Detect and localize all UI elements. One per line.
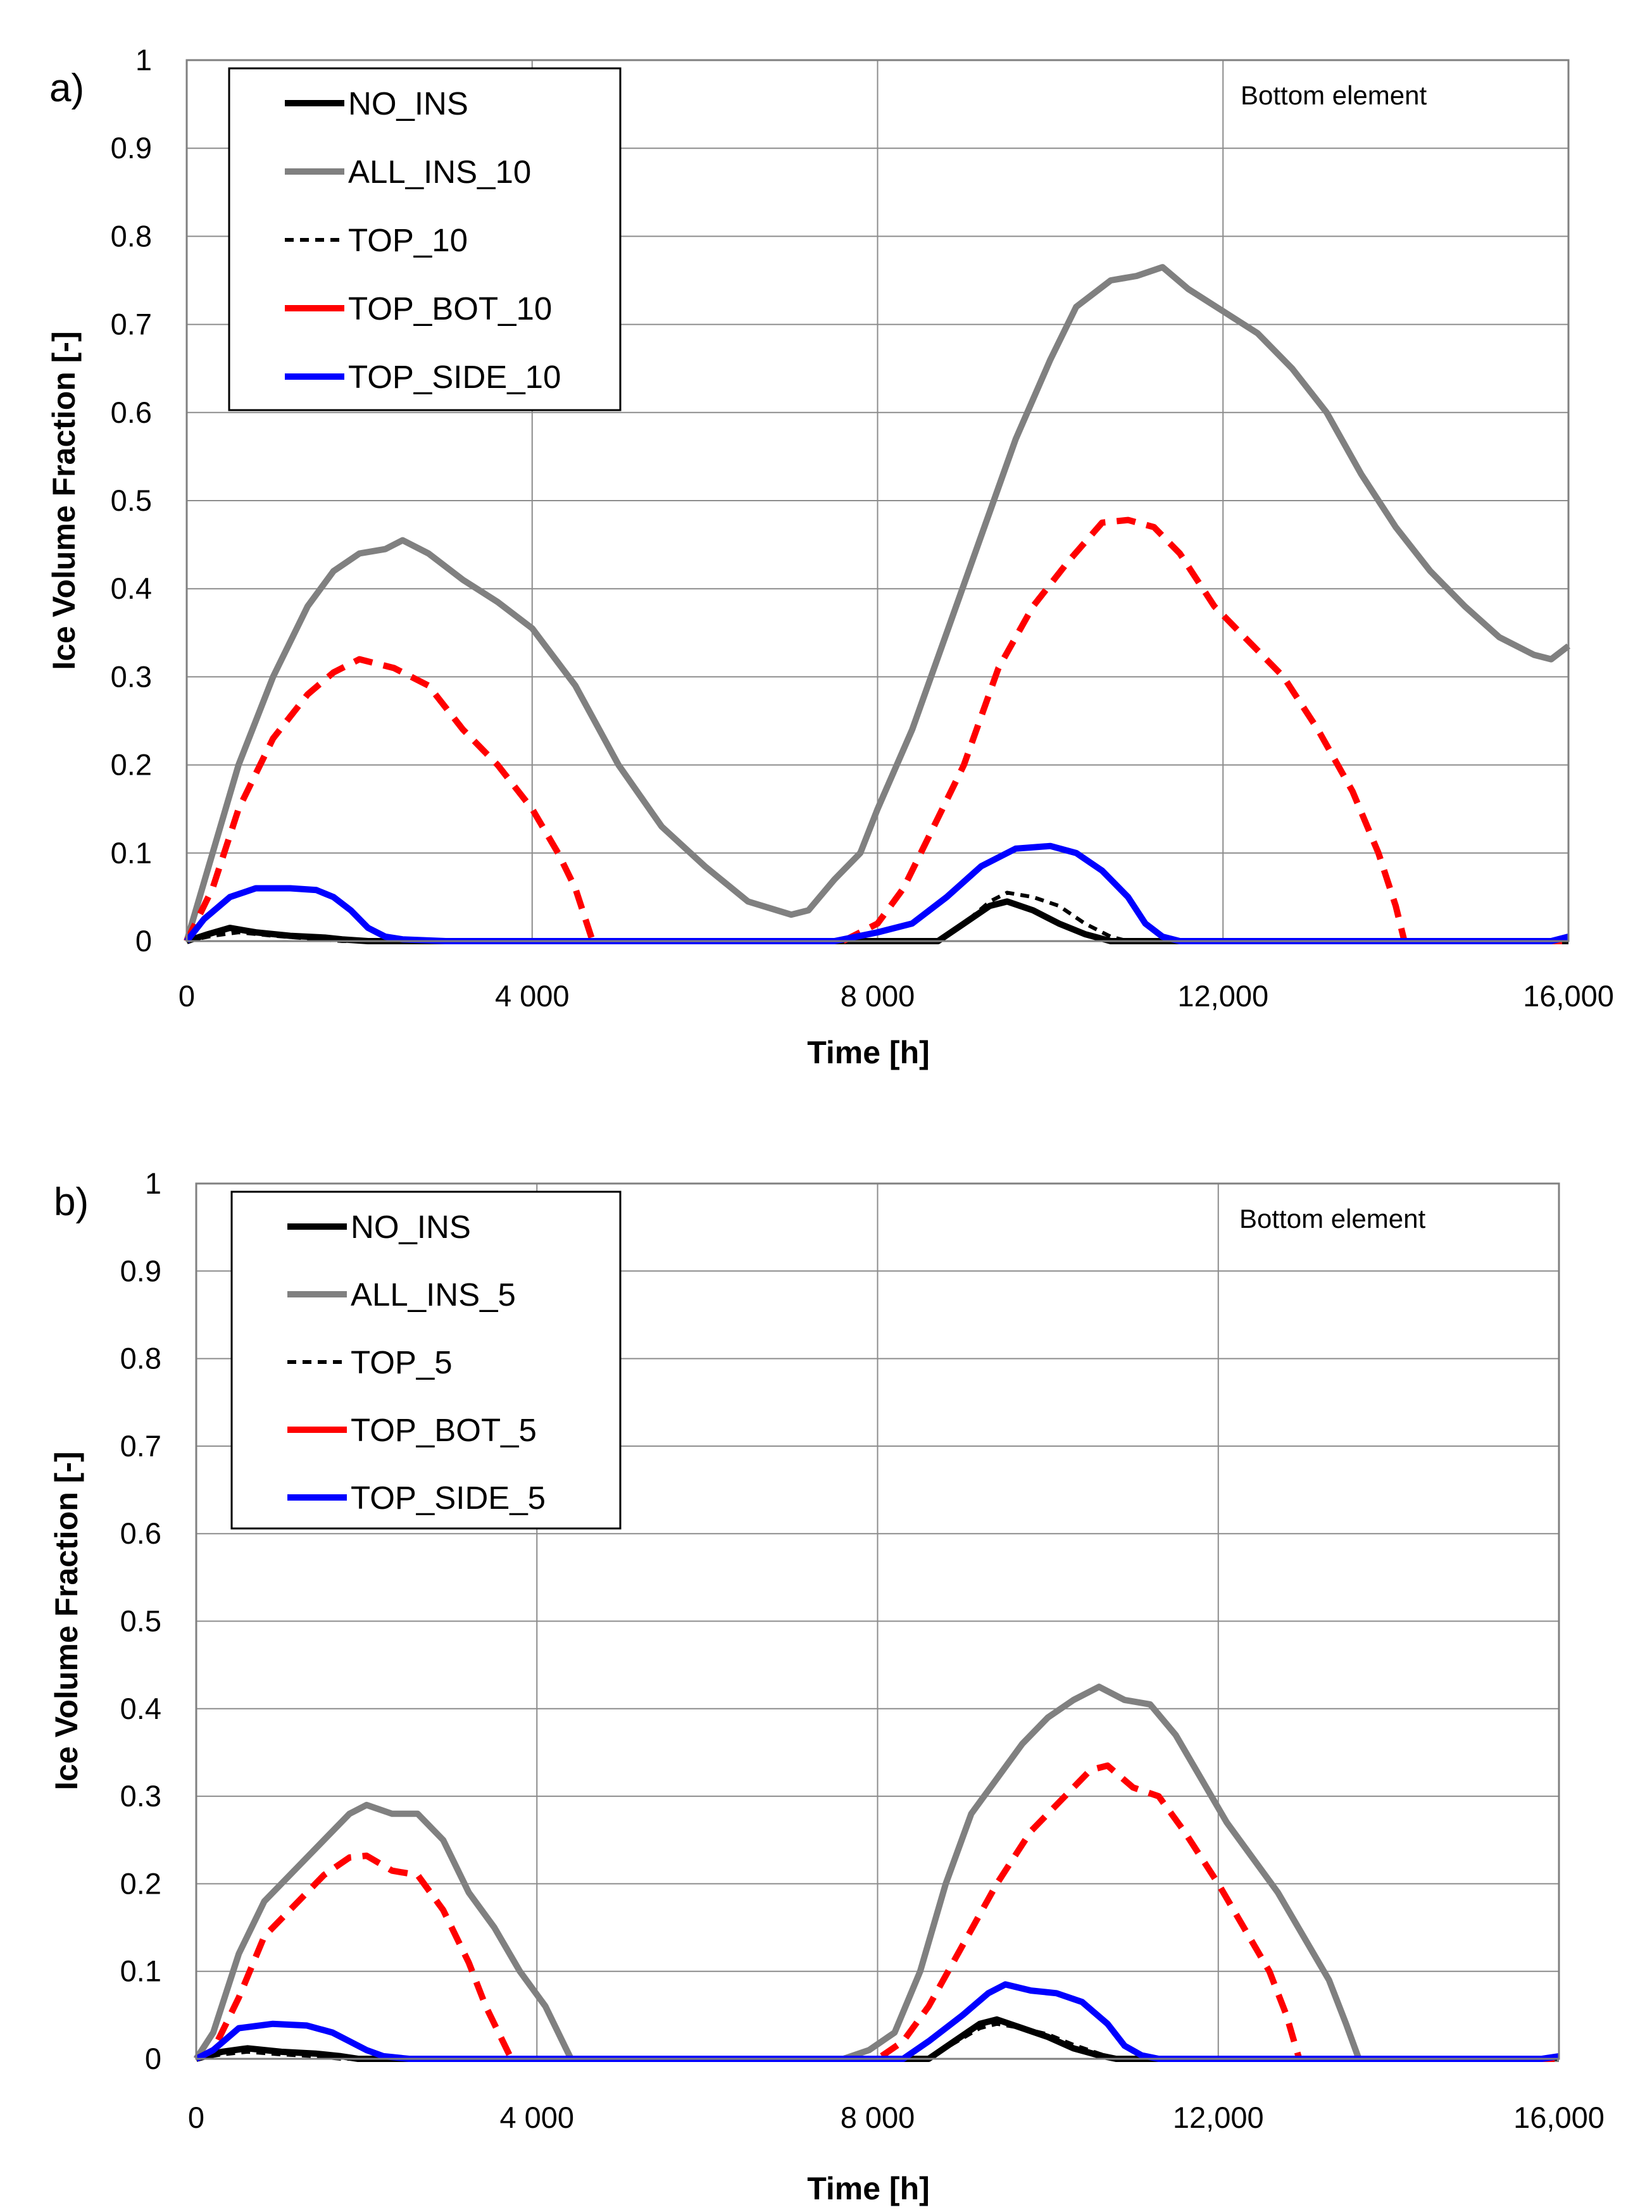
panel-label: a)	[49, 66, 84, 110]
y-tick-label: 0	[135, 924, 152, 958]
annotation-bottom-element: Bottom element	[1241, 80, 1427, 110]
panel-label: b)	[54, 1180, 89, 1224]
series-line-all-ins-5	[193, 1684, 1559, 2062]
plot-area-frame	[195, 1182, 1560, 2060]
y-tick-label: 0.4	[120, 1692, 161, 1725]
y-tick-label: 1	[145, 1166, 161, 1200]
y-tick-label: 0.5	[111, 484, 152, 517]
y-tick-label: 0.8	[120, 1342, 161, 1375]
chart-panel-b: 0 0.1 0.2 0.3 0.4 0.5 0.6 0.7 0.8 0.9 1 0 4 000 8 00…	[0, 1120, 1652, 2212]
y-tick-label: 0.2	[120, 1866, 161, 1900]
x-tick-label: 12,000	[1177, 979, 1268, 1013]
y-tick-label: 0.9	[111, 131, 152, 165]
x-tick-label: 0	[188, 2101, 204, 2134]
series-line-top-side-5	[194, 1981, 1560, 2062]
legend: NO_INS ALL_INS_5 TOP_5 TOP_BOT_5 TOP_SIDE_5	[230, 1190, 622, 1530]
series-line-top-5	[196, 2021, 1559, 2061]
legend-label: NO_INS	[351, 1209, 471, 1245]
legend-label: TOP_BOT_10	[348, 291, 552, 327]
x-tick-label: 4 000	[499, 2101, 574, 2134]
series-line-top-bot-10	[184, 516, 1568, 944]
y-tick-label: 0.6	[111, 396, 152, 429]
x-axis-title: Time [h]	[807, 1035, 930, 1070]
chart-a-svg: 0 0.1 0.2 0.3 0.4 0.5 0.6 0.7 0.8 0.9 1 0 4 000 8 00…	[46, 43, 1614, 1070]
series-line-top-side-10	[184, 842, 1570, 944]
y-tick-label: 1	[135, 43, 152, 77]
legend-label: TOP_5	[351, 1344, 453, 1380]
y-axis-title: Ice Volume Fraction [-]	[46, 331, 82, 670]
x-axis-title: Time [h]	[807, 2171, 930, 2206]
annotation-bottom-element: Bottom element	[1239, 1204, 1425, 1234]
y-tick-label: 0.6	[120, 1516, 161, 1550]
legend-box	[228, 67, 622, 411]
y-tick-label: 0.9	[120, 1254, 161, 1287]
legend-box	[230, 1190, 622, 1530]
y-tick-label: 0.8	[111, 219, 152, 253]
series-line-all-ins-10	[184, 264, 1571, 942]
x-tick-label: 4 000	[495, 979, 570, 1013]
y-tick-label: 0.2	[111, 748, 152, 782]
legend: NO_INS ALL_INS_10 TOP_10 TOP_BOT_10 TOP_SIDE…	[228, 67, 622, 411]
x-tick-label: 12,000	[1173, 2101, 1264, 2134]
x-tick-label: 16,000	[1513, 2101, 1605, 2134]
y-axis-title: Ice Volume Fraction [-]	[49, 1451, 84, 1790]
x-tick-label: 8 000	[841, 2101, 915, 2134]
series-line-top-bot-5	[194, 1762, 1559, 2062]
y-tick-label: 0	[145, 2042, 161, 2075]
legend-label: TOP_BOT_5	[351, 1412, 537, 1448]
y-tick-label: 0.1	[120, 1954, 161, 1988]
y-tick-label: 0.5	[120, 1604, 161, 1638]
chart-panel-a: 0 0.1 0.2 0.3 0.4 0.5 0.6 0.7 0.8 0.9 1 0 4 000 8 00…	[46, 43, 1614, 1070]
y-tick-label: 0.3	[120, 1779, 161, 1813]
legend-label: TOP_SIDE_10	[348, 359, 561, 395]
x-tick-label: 0	[178, 979, 195, 1013]
chart-b-svg: 0 0.1 0.2 0.3 0.4 0.5 0.6 0.7 0.8 0.9 1 0 4 000 8 00…	[49, 1166, 1605, 2206]
legend-label: ALL_INS_10	[348, 154, 531, 190]
y-tick-label: 0.7	[111, 308, 152, 341]
legend-label: TOP_10	[348, 222, 468, 258]
y-tick-label: 0.7	[120, 1429, 161, 1463]
y-tick-label: 0.3	[111, 659, 152, 693]
legend-label: NO_INS	[348, 85, 468, 122]
legend-label: ALL_INS_5	[351, 1277, 516, 1313]
legend-label: TOP_SIDE_5	[351, 1480, 546, 1516]
plot-area-frame	[185, 59, 1570, 942]
x-tick-label: 8 000	[841, 979, 915, 1013]
x-tick-label: 16,000	[1523, 979, 1614, 1013]
y-tick-label: 0.4	[111, 572, 152, 605]
y-tick-label: 0.1	[111, 836, 152, 870]
